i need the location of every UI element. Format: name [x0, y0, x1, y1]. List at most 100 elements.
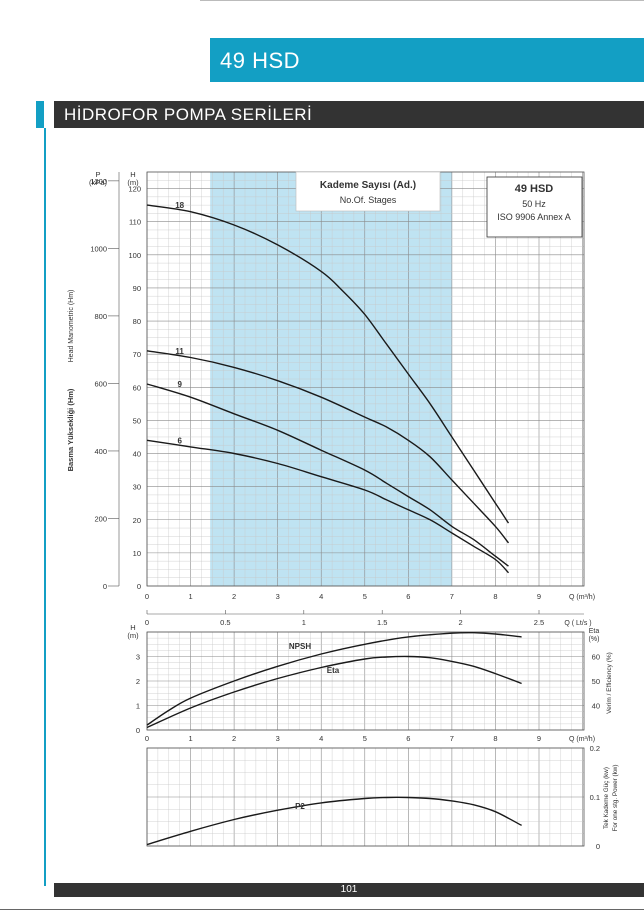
- x-tick-label: 6: [406, 592, 410, 601]
- top-rule: [200, 0, 644, 1]
- lts-tick-label: 2.5: [534, 618, 544, 627]
- x-tick-label: 5: [363, 734, 367, 743]
- page-number: 101: [340, 884, 358, 895]
- y2-tick-label: 60: [592, 653, 600, 662]
- x-tick-label: 6: [406, 734, 410, 743]
- y-tick-label: 120: [128, 185, 141, 194]
- curve-stage-18: [146, 204, 510, 524]
- h-unit-label: (m): [127, 631, 139, 640]
- curve-label-18: 18: [175, 201, 184, 210]
- p-tick-label: 0: [103, 582, 107, 591]
- curve-label-npsh: NPSH: [289, 642, 311, 651]
- x-tick-label: 2: [232, 734, 236, 743]
- y-tick-label: 2: [136, 677, 140, 686]
- info-box-line: 50 Hz: [522, 199, 546, 209]
- stage-box: [295, 171, 441, 212]
- y-tick-label: 20: [133, 516, 141, 525]
- x-tick-label: 7: [450, 592, 454, 601]
- curve-label-eta: Eta: [327, 666, 340, 675]
- p-tick-label: 800: [94, 312, 107, 321]
- curve-p2: [146, 796, 522, 846]
- power-tick-label: 0: [596, 842, 600, 851]
- grid-lines: [146, 631, 585, 731]
- y-tick-label: 0: [136, 726, 140, 735]
- curve-label-6: 6: [177, 436, 182, 445]
- p-tick-label: 400: [94, 447, 107, 456]
- curve-label-11: 11: [175, 347, 184, 356]
- lts-tick-label: 0.5: [220, 618, 230, 627]
- y-tick-label: 110: [129, 218, 141, 227]
- model-title: 49 HSD: [220, 48, 301, 73]
- y-tick-label: 40: [133, 450, 141, 459]
- grid-lines: [146, 747, 585, 847]
- x-tick-label: 3: [276, 734, 280, 743]
- y-tick-label: 0: [137, 582, 141, 591]
- power-axis-title-primary: Tek Kademe Güç (kw): [603, 767, 610, 829]
- info-box-line: ISO 9906 Annex A: [497, 212, 571, 222]
- p-tick-label: 200: [94, 514, 107, 523]
- x-tick-label: 5: [363, 592, 367, 601]
- y2-tick-label: 50: [592, 677, 600, 686]
- x-tick-label: 1: [188, 592, 192, 601]
- h-unit-label: H: [130, 170, 135, 179]
- x-tick-label: 7: [450, 734, 454, 743]
- p-tick-label: 600: [94, 379, 107, 388]
- side-rule: [44, 128, 46, 886]
- x-tick-label: 4: [319, 734, 323, 743]
- p-unit-label: (kPa): [89, 178, 107, 187]
- y-tick-label: 70: [133, 350, 141, 359]
- curve-stage-6: [146, 439, 510, 574]
- info-box-title: 49 HSD: [515, 183, 554, 195]
- curve-npsh: [146, 631, 522, 726]
- eta-unit-label: (%): [589, 636, 600, 643]
- curve-eta: [146, 655, 522, 729]
- stage-box-subtitle: No.Of. Stages: [340, 195, 397, 205]
- series-accent: [36, 101, 44, 128]
- lts-tick-label: 1.5: [377, 618, 387, 627]
- model-info-box: [486, 176, 583, 238]
- footer-bar: [54, 883, 644, 897]
- y-tick-label: 10: [133, 549, 141, 558]
- power-axis-title-secondary: For one stg. Power (kw): [612, 765, 619, 832]
- p-tick-label: 1200: [90, 177, 107, 186]
- x-tick-label: 4: [319, 592, 323, 601]
- y-tick-label: 30: [133, 483, 141, 492]
- x-tick-label: 1: [188, 734, 192, 743]
- x-tick-label: 9: [537, 592, 541, 601]
- x-tick-label: 2: [232, 592, 236, 601]
- y-tick-label: 90: [133, 284, 141, 293]
- bottom-rule: [0, 909, 644, 910]
- efficiency-axis-title: Verim / Efficiency (%): [606, 652, 613, 714]
- lts-tick-label: 2: [459, 618, 463, 627]
- lts-tick-label: 1: [302, 618, 306, 627]
- curve-stage-11: [146, 350, 510, 544]
- h-unit-label: (m): [127, 178, 139, 187]
- x-tick-label: 8: [493, 592, 497, 601]
- h-unit-label: H: [130, 623, 135, 632]
- y-tick-label: 3: [136, 653, 140, 662]
- y2-tick-label: 40: [592, 702, 600, 711]
- curve-stage-9: [146, 383, 509, 567]
- power-tick-label: 0.2: [590, 744, 600, 753]
- model-band: [210, 38, 644, 82]
- curve-label-p2: P2: [295, 802, 305, 811]
- x-tick-label: 8: [493, 734, 497, 743]
- x-axis-label-lts: Q ( Lt/s ): [564, 620, 591, 627]
- plot-frame: [146, 747, 585, 847]
- x-tick-label: 0: [145, 734, 149, 743]
- grid-lines: [146, 171, 585, 587]
- stage-box-title: Kademe Sayısı (Ad.): [320, 180, 416, 191]
- x-tick-label: 9: [537, 734, 541, 743]
- plot-frame: [146, 631, 585, 731]
- y-tick-label: 50: [133, 416, 141, 425]
- y-tick-label: 1: [136, 702, 140, 711]
- y-tick-label: 60: [133, 383, 141, 392]
- series-title: HİDROFOR POMPA SERİLERİ: [64, 105, 313, 124]
- y-tick-label: 80: [133, 317, 141, 326]
- axis-title-secondary: Head Manometric (Hm): [68, 290, 75, 363]
- curve-label-9: 9: [177, 380, 182, 389]
- y-tick-label: 100: [128, 251, 141, 260]
- eta-unit-label: Eta: [589, 628, 600, 635]
- x-axis-label-m3h: Q (m³/h): [569, 594, 595, 601]
